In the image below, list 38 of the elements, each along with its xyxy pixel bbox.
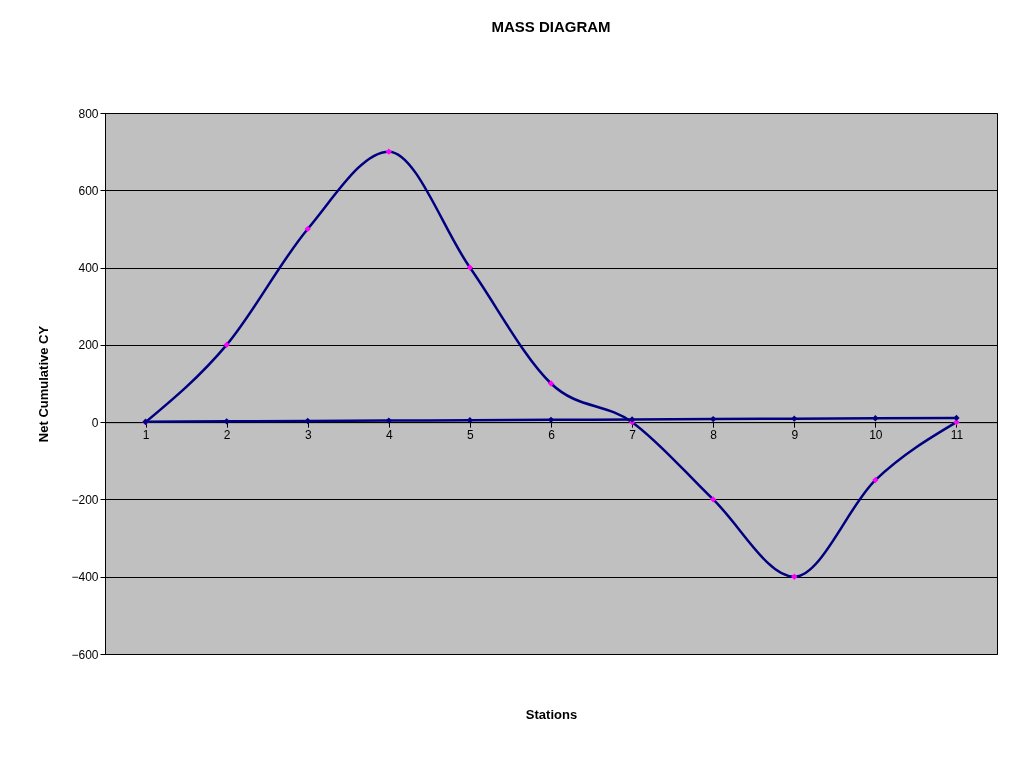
y-tick-label: 600 (78, 183, 99, 198)
point (304, 225, 311, 233)
x-tick-label: 7 (629, 427, 637, 442)
point (791, 415, 798, 422)
point (710, 415, 717, 423)
point (385, 417, 392, 424)
x-tick-label: 1 (142, 427, 150, 442)
point (710, 496, 717, 503)
y-axis-title: Net Cumulative CY (36, 325, 52, 443)
point (872, 476, 879, 484)
y-tick-label: 800 (78, 106, 99, 121)
x-tick-label: 6 (548, 427, 556, 442)
point (791, 573, 798, 580)
x-axis-title: Stations (525, 706, 578, 722)
point (223, 341, 230, 349)
x-tick-label: 11 (950, 427, 964, 442)
x-tick-label: 10 (869, 427, 883, 442)
x-tick-label: 9 (791, 427, 799, 442)
point (953, 414, 960, 422)
y-tick-label: −400 (71, 570, 99, 585)
x-tick-label: 2 (223, 427, 231, 442)
y-tick-label: 0 (91, 415, 99, 430)
y-tick-label: −600 (71, 647, 99, 662)
y-tick-label: 400 (78, 261, 99, 276)
x-tick-label: 5 (467, 427, 475, 442)
y-tick-label: 200 (78, 338, 99, 353)
x-tick-label: 3 (304, 427, 312, 442)
y-tick-label: −200 (71, 492, 99, 507)
point (223, 418, 230, 425)
point (466, 264, 474, 271)
point (304, 417, 311, 425)
point (547, 380, 555, 387)
point (872, 415, 879, 422)
x-tick-label: 8 (710, 427, 718, 442)
point (547, 416, 555, 423)
x-tick-label: 4 (385, 427, 393, 442)
chart-title: MASS DIAGRAM (491, 18, 611, 35)
point (385, 148, 392, 155)
